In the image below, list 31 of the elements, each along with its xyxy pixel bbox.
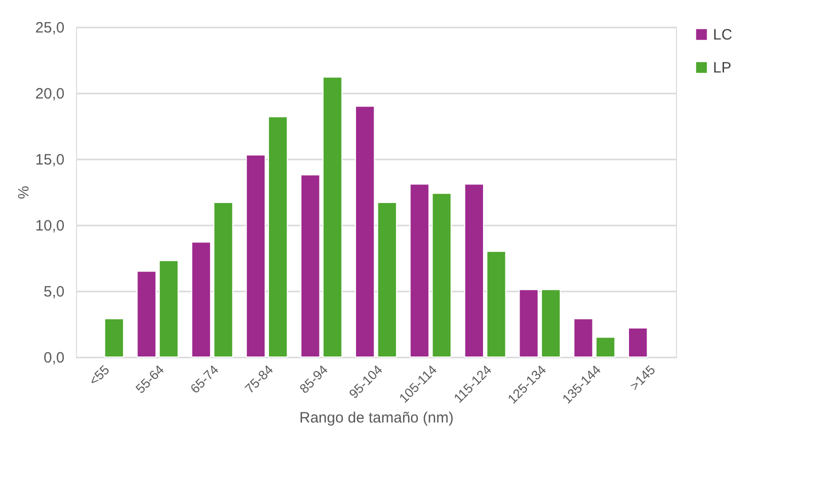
bar <box>486 250 506 358</box>
bar <box>377 202 397 358</box>
x-tick-label: <55 <box>86 362 112 388</box>
bar <box>596 336 616 358</box>
bar <box>432 192 452 358</box>
y-tick-label: 15,0 <box>35 152 64 168</box>
bar <box>300 174 320 358</box>
bar <box>136 270 156 358</box>
legend-label: LC <box>713 26 732 44</box>
bar <box>104 318 124 358</box>
bar <box>268 116 288 358</box>
bar <box>540 289 561 358</box>
legend-label: LP <box>713 60 732 76</box>
bar <box>191 242 212 358</box>
y-tick-label: 10,0 <box>35 218 64 234</box>
bar <box>322 76 342 358</box>
y-tick-label: 0,0 <box>44 350 64 366</box>
bar <box>158 260 179 358</box>
bar <box>518 289 539 358</box>
y-tick-label: 5,0 <box>44 284 64 300</box>
bar <box>355 106 375 358</box>
y-tick-label: 25,0 <box>35 20 64 36</box>
bar <box>464 184 484 358</box>
bar <box>628 327 648 358</box>
bar <box>213 202 234 358</box>
bar <box>573 318 594 358</box>
bar <box>246 154 266 358</box>
x-axis-title: Rango de tamaño (nm) <box>299 409 454 426</box>
y-tick-label: 20,0 <box>35 86 64 102</box>
bar <box>410 184 430 358</box>
y-axis-title: % <box>15 186 32 200</box>
